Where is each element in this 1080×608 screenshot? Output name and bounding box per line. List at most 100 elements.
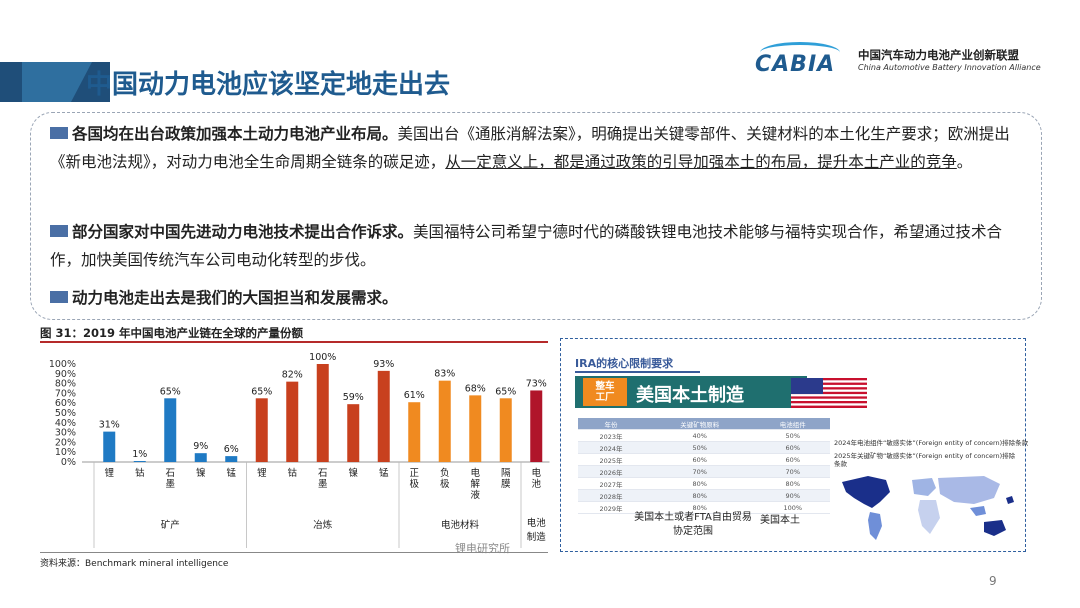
chart-bar — [164, 398, 177, 462]
table-cell: 70% — [643, 465, 756, 478]
bullet-1-text: 美国出台《通胀消解法案》，明确提出关键零部件、关键材料的本土化生产要求；欧洲提出… — [50, 125, 1010, 171]
table-caption-right: 美国本土 — [760, 515, 800, 526]
table-header: 关键矿物原料 — [643, 418, 756, 430]
table-cell: 80% — [643, 489, 756, 502]
world-map-image — [834, 468, 1024, 548]
chart-bar — [530, 390, 543, 462]
ira-headline: 美国本土制造 — [636, 385, 744, 406]
bullet-2-heading: 部分国家对中国先进动力电池技术提出合作诉求。 — [72, 223, 414, 241]
bar-value-label: 100% — [309, 352, 336, 363]
table-header: 电池组件 — [755, 418, 830, 430]
x-tick-label: 电 — [531, 467, 541, 479]
bullet-box — [30, 112, 1042, 320]
share-bar-chart: 100%90%80%70%60%50%40%30%20%10%0%31%锂1%钴… — [49, 352, 550, 548]
y-tick-label: 90% — [55, 369, 76, 380]
table-cell: 2024年 — [578, 441, 644, 454]
chart-bar — [408, 402, 421, 462]
table-cell: 60% — [643, 453, 756, 466]
table-row: 2023年 40% 50% — [578, 429, 830, 442]
ira-tag-line2: 工厂 — [595, 392, 615, 403]
x-tick-label: 负 — [440, 467, 450, 479]
x-tick-label: 膜 — [501, 479, 511, 490]
table-cell: 70% — [755, 465, 830, 478]
y-tick-label: 10% — [55, 447, 76, 458]
map-legend-1: 2024年电池组件“敏感实体”(Foreign entity of concer… — [834, 439, 1029, 447]
bar-value-label: 59% — [343, 392, 364, 403]
x-tick-label: 石 — [318, 468, 328, 479]
table-cell: 2025年 — [578, 453, 644, 466]
x-tick-label: 极 — [440, 478, 450, 490]
bar-value-label: 6% — [224, 444, 239, 455]
watermark: 锂电研究所 — [455, 542, 510, 555]
x-tick-label: 池 — [531, 478, 541, 490]
chart-bar — [286, 381, 299, 462]
table-row: 2024年 50% 60% — [578, 441, 830, 454]
figure-title: 图 31：2019 年中国电池产业链在全球的产量份额 — [40, 326, 304, 340]
us-flag-icon — [791, 378, 867, 408]
x-tick-label: 镍 — [348, 467, 358, 479]
ira-title-underline — [575, 371, 700, 373]
table-row: 2026年 70% 70% — [578, 465, 830, 478]
page-number: 9 — [989, 574, 997, 588]
x-tick-label: 钴 — [287, 467, 297, 479]
map-legend-2: 2025年关键矿物“敏感实体”(Foreign entity of concer… — [834, 452, 1016, 468]
bar-value-label: 61% — [404, 390, 425, 401]
table-row: 2028年 80% 90% — [578, 489, 830, 502]
y-tick-label: 80% — [55, 379, 76, 390]
y-tick-label: 60% — [55, 398, 76, 409]
table-cell: 60% — [755, 441, 830, 454]
chart-bar — [133, 461, 146, 462]
bullet-3-heading: 动力电池走出去是我们的大国担当和发展需求。 — [72, 289, 398, 307]
table-row: 2025年 60% 60% — [578, 453, 830, 466]
x-tick-label: 正 — [409, 468, 419, 479]
chart-bar — [377, 370, 390, 462]
chart-bar — [255, 398, 268, 462]
page-title: 中国动力电池应该坚定地走出去 — [86, 70, 451, 100]
bullet-1-tail: 。 — [956, 153, 973, 171]
table-caption-left: 美国本土或者FTA自由贸易协定范围 — [634, 512, 752, 537]
table-cell: 40% — [643, 429, 756, 442]
bar-value-label: 65% — [495, 386, 516, 397]
chart-bar — [103, 431, 116, 462]
ira-requirement-table: 年份 关键矿物原料 电池组件 2023年 40% 50% 2024年 50% 60% 2… — [578, 418, 830, 514]
chart-bar — [469, 395, 482, 462]
x-tick-label: 锂 — [104, 467, 114, 479]
bullet-2: 部分国家对中国先进动力电池技术提出合作诉求。美国福特公司希望宁德时代的磷酸铁锂电… — [50, 218, 1030, 274]
bar-value-label: 1% — [132, 449, 147, 460]
x-tick-label: 钴 — [135, 467, 145, 479]
bullet-3: 动力电池走出去是我们的大国担当和发展需求。 — [50, 284, 1030, 312]
bar-value-label: 73% — [526, 378, 547, 389]
bullet-square-icon — [50, 291, 68, 303]
ira-title: IRA的核心限制要求 — [575, 357, 674, 370]
chart-bar — [438, 380, 451, 462]
bullet-1-underlined: 从一定意义上，都是通过政策的引导加强本土的布局，提升本土产业的竞争 — [445, 153, 957, 171]
bar-value-label: 9% — [193, 441, 208, 452]
table-cell: 2028年 — [578, 489, 644, 502]
table-row: 2027年 80% 80% — [578, 477, 830, 490]
table-cell: 50% — [643, 441, 756, 454]
table-cell: 2023年 — [578, 429, 644, 442]
group-label: 矿产 — [161, 519, 180, 531]
group-label: 电池 — [527, 517, 547, 529]
logo-arc-icon — [760, 42, 840, 63]
table-cell: 60% — [755, 453, 830, 466]
table-header: 年份 — [578, 418, 644, 430]
x-tick-label: 解 — [470, 478, 480, 490]
x-tick-label: 镍 — [196, 467, 206, 479]
y-tick-label: 0% — [61, 457, 76, 468]
bar-value-label: 93% — [373, 359, 394, 370]
group-label: 制造 — [527, 531, 547, 543]
figure-source: 资料来源：Benchmark mineral intelligence — [40, 559, 229, 569]
bullet-2-text: 美国福特公司希望宁德时代的磷酸铁锂电池技术能够与福特实现合作，希望通过技术合作，… — [50, 223, 1003, 269]
table-header-row: 年份 关键矿物原料 电池组件 — [578, 418, 830, 430]
chart-bar — [316, 364, 329, 462]
figure-bottom-rule — [40, 552, 548, 553]
bar-value-label: 82% — [282, 370, 303, 381]
chart-bar — [194, 453, 207, 462]
bar-value-label: 65% — [160, 386, 181, 397]
y-tick-label: 50% — [55, 408, 76, 419]
x-tick-label: 极 — [409, 478, 419, 490]
y-tick-label: 30% — [55, 428, 76, 439]
y-tick-label: 100% — [49, 359, 76, 370]
group-label: 电池材料 — [441, 519, 480, 531]
